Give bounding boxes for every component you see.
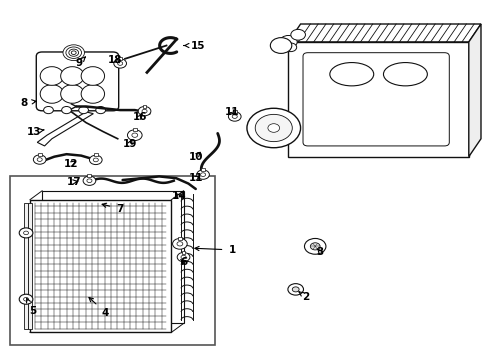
Circle shape [310, 243, 320, 250]
Ellipse shape [81, 67, 104, 85]
Circle shape [19, 228, 33, 238]
Text: 9: 9 [75, 57, 85, 68]
Text: 13: 13 [26, 127, 44, 136]
Circle shape [43, 107, 53, 114]
Text: 19: 19 [122, 139, 137, 149]
Polygon shape [37, 112, 93, 146]
Circle shape [138, 107, 151, 116]
Polygon shape [30, 200, 171, 332]
Circle shape [279, 36, 297, 48]
Bar [24, 203, 27, 329]
Circle shape [118, 62, 122, 65]
Circle shape [23, 297, 28, 301]
Ellipse shape [61, 67, 84, 85]
Circle shape [127, 130, 142, 140]
Text: 8: 8 [20, 98, 36, 108]
Bar [133, 128, 137, 131]
Polygon shape [42, 191, 183, 323]
Bar [38, 153, 41, 156]
Polygon shape [288, 24, 480, 42]
Text: 11: 11 [188, 173, 203, 183]
Circle shape [132, 133, 138, 137]
Circle shape [246, 108, 300, 148]
Bar [94, 153, 98, 156]
Text: 16: 16 [132, 112, 146, 122]
Circle shape [287, 284, 303, 295]
Text: 11: 11 [224, 107, 239, 117]
Bar [288, 42, 468, 157]
Circle shape [96, 107, 105, 114]
Circle shape [89, 155, 102, 165]
Circle shape [79, 107, 88, 114]
Circle shape [23, 231, 28, 235]
Text: 7: 7 [102, 203, 123, 214]
Circle shape [71, 51, 76, 54]
Bar [87, 174, 91, 177]
Circle shape [63, 45, 84, 60]
Circle shape [93, 158, 98, 162]
Bar [201, 168, 204, 171]
Text: 12: 12 [64, 159, 79, 169]
Circle shape [37, 158, 42, 161]
FancyBboxPatch shape [303, 53, 448, 146]
Bar [28, 203, 32, 329]
Circle shape [69, 49, 79, 56]
Circle shape [19, 294, 33, 304]
Circle shape [255, 114, 292, 141]
Bar [118, 57, 122, 60]
Bar [10, 176, 215, 345]
Ellipse shape [61, 85, 84, 103]
Circle shape [292, 287, 299, 292]
Circle shape [267, 124, 279, 132]
Circle shape [83, 176, 96, 185]
Ellipse shape [81, 85, 104, 103]
Text: 2: 2 [298, 292, 308, 302]
Circle shape [228, 112, 241, 121]
Text: 10: 10 [188, 152, 203, 162]
Ellipse shape [40, 85, 63, 103]
Text: 15: 15 [183, 41, 205, 50]
Circle shape [232, 115, 237, 118]
Circle shape [61, 107, 71, 114]
Text: 3: 3 [316, 247, 323, 257]
Circle shape [33, 155, 46, 164]
Circle shape [304, 238, 325, 254]
Circle shape [87, 179, 92, 183]
Text: 5: 5 [26, 298, 36, 316]
Text: 4: 4 [89, 297, 109, 318]
Circle shape [114, 59, 126, 68]
Bar [181, 251, 185, 253]
Ellipse shape [329, 63, 373, 86]
Text: 14: 14 [171, 191, 185, 201]
Ellipse shape [40, 67, 63, 85]
Circle shape [200, 173, 205, 176]
Bar [232, 110, 236, 113]
Circle shape [177, 252, 189, 262]
Text: 17: 17 [66, 177, 81, 187]
Polygon shape [468, 24, 480, 157]
Text: 1: 1 [195, 245, 235, 255]
Bar [178, 237, 182, 239]
Circle shape [270, 38, 291, 53]
Circle shape [66, 47, 81, 58]
Text: 18: 18 [108, 55, 122, 65]
Circle shape [177, 242, 183, 246]
Circle shape [172, 238, 187, 249]
Text: 6: 6 [180, 257, 187, 267]
Ellipse shape [383, 63, 427, 86]
Bar [142, 105, 146, 108]
Circle shape [196, 170, 209, 179]
Circle shape [285, 43, 296, 51]
Circle shape [290, 30, 305, 40]
Circle shape [181, 255, 186, 259]
Circle shape [142, 109, 147, 113]
